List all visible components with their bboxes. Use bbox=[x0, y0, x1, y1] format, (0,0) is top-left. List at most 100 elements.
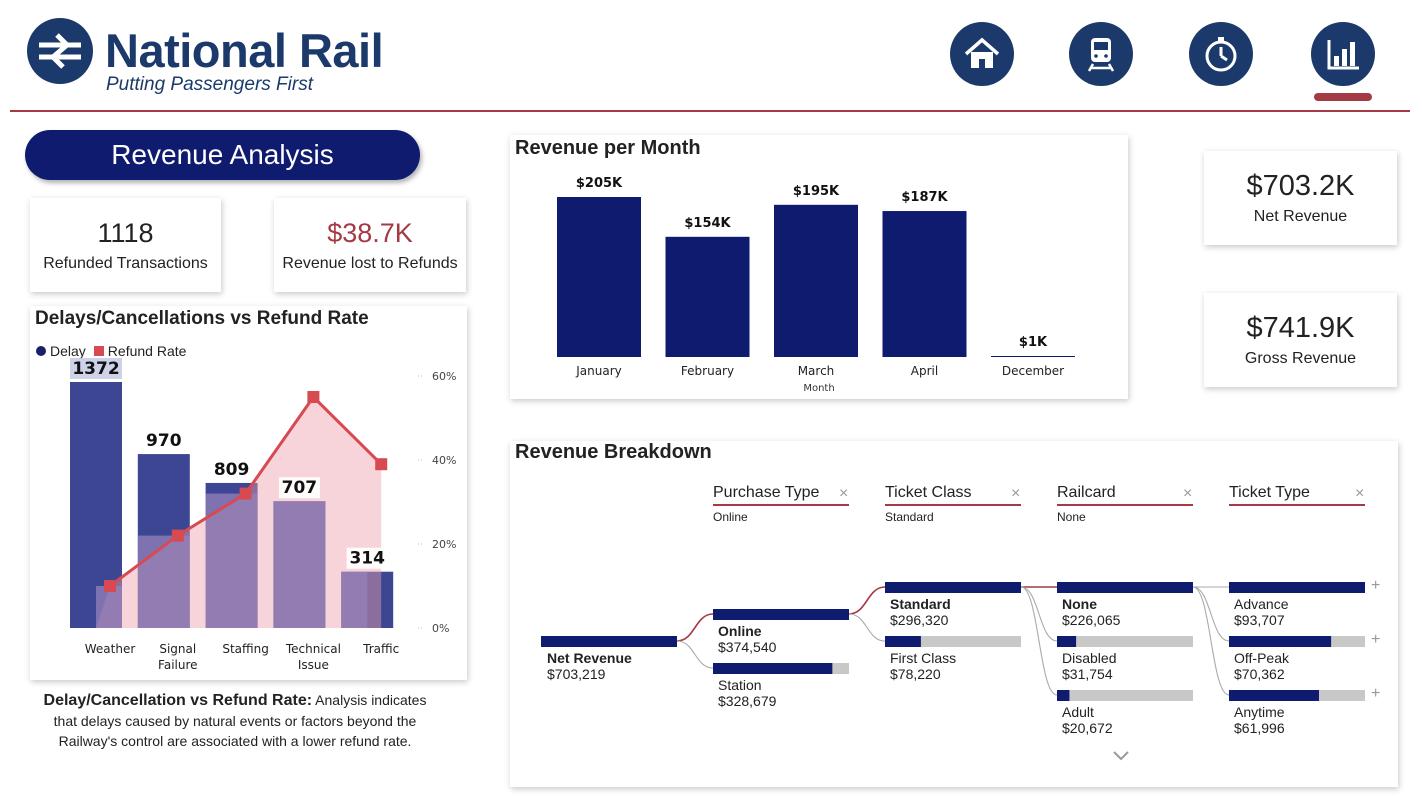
home-icon bbox=[964, 37, 1000, 68]
filter-header-label[interactable]: Ticket Class bbox=[885, 484, 972, 501]
month-bar[interactable] bbox=[882, 211, 967, 357]
refund-rate-marker[interactable] bbox=[307, 391, 320, 403]
refund-rate-marker[interactable] bbox=[171, 529, 184, 542]
expand-node-icon[interactable]: + bbox=[1371, 631, 1381, 648]
filter-header-label[interactable]: Railcard bbox=[1057, 484, 1116, 501]
analysis-note-body: Analysis indicates that delays caused by… bbox=[53, 692, 427, 749]
kpi-net-revenue: $703.2K Net Revenue bbox=[1204, 151, 1397, 245]
node-label: First Class bbox=[890, 650, 957, 666]
category-tick-label: Failure bbox=[158, 658, 197, 672]
refund-rate-marker[interactable] bbox=[239, 487, 252, 500]
filter-header-underline bbox=[885, 504, 1021, 506]
category-tick-label: Weather bbox=[85, 642, 136, 656]
node-bar[interactable] bbox=[1229, 690, 1319, 701]
kpi-value: $703.2K bbox=[1246, 170, 1355, 202]
close-icon[interactable]: × bbox=[1183, 485, 1193, 502]
legend-delay-swatch bbox=[36, 346, 46, 356]
filter-header-underline bbox=[1229, 504, 1365, 506]
tree-connector bbox=[1020, 586, 1058, 642]
decomposition-tree bbox=[541, 582, 1365, 701]
nav-train-button[interactable] bbox=[1069, 22, 1133, 86]
delay-bar-overlap bbox=[205, 493, 258, 628]
nav-stopwatch-button[interactable] bbox=[1189, 22, 1253, 86]
close-icon[interactable]: × bbox=[839, 485, 849, 502]
analysis-note-heading: Delay/Cancellation vs Refund Rate: bbox=[43, 692, 313, 709]
train-icon bbox=[1087, 38, 1115, 72]
chart-title: Revenue per Month bbox=[515, 137, 701, 159]
active-nav-indicator bbox=[1314, 93, 1372, 101]
node-label: Adult bbox=[1062, 704, 1094, 720]
node-bar[interactable] bbox=[1057, 636, 1077, 647]
node-label: Disabled bbox=[1062, 650, 1117, 666]
tree-connector bbox=[848, 586, 886, 615]
tree-connector bbox=[1192, 586, 1230, 696]
close-icon[interactable]: × bbox=[1011, 485, 1021, 502]
delays-chart-card: Delays/Cancellations vs Refund Rate Dela… bbox=[30, 306, 467, 680]
node-value: $20,672 bbox=[1062, 720, 1113, 736]
category-tick-label: Issue bbox=[298, 658, 329, 672]
month-bar[interactable] bbox=[774, 204, 858, 357]
tree-connector bbox=[676, 613, 714, 642]
node-bar[interactable] bbox=[713, 609, 849, 620]
expand-chevron-icon[interactable] bbox=[1112, 749, 1130, 767]
tree-connector bbox=[676, 640, 714, 669]
breakdown-title: Revenue Breakdown bbox=[515, 441, 712, 463]
kpi-gross-revenue: $741.9K Gross Revenue bbox=[1204, 293, 1397, 387]
node-bar[interactable] bbox=[885, 582, 1021, 593]
header-divider bbox=[10, 110, 1410, 112]
nav-revenue-button[interactable] bbox=[1311, 22, 1375, 86]
kpi-value: $38.7K bbox=[327, 218, 413, 248]
node-bar[interactable] bbox=[1057, 690, 1070, 701]
delay-value-label: 707 bbox=[282, 478, 318, 498]
delay-label-bg bbox=[346, 547, 388, 569]
expand-node-icon[interactable]: + bbox=[1371, 685, 1381, 702]
nav-home-button[interactable] bbox=[950, 22, 1014, 86]
month-tick-label: February bbox=[681, 364, 734, 378]
kpi-label: Refunded Transactions bbox=[43, 255, 208, 272]
node-value: $31,754 bbox=[1062, 666, 1113, 682]
node-label: Off-Peak bbox=[1234, 650, 1289, 666]
refund-rate-marker[interactable] bbox=[375, 458, 388, 471]
chart-title: Delays/Cancellations vs Refund Rate bbox=[35, 308, 369, 329]
node-value: $374,540 bbox=[718, 639, 777, 655]
month-value-label: $205K bbox=[576, 176, 623, 191]
month-value-label: $1K bbox=[1019, 335, 1048, 350]
month-tick-label: March bbox=[798, 364, 835, 378]
delay-bar-overlap bbox=[273, 501, 326, 628]
filter-header-underline bbox=[713, 504, 849, 506]
node-value: $226,065 bbox=[1062, 612, 1121, 628]
node-label: Anytime bbox=[1234, 704, 1285, 720]
node-bar[interactable] bbox=[1229, 636, 1332, 647]
delay-bar-overlap bbox=[137, 535, 190, 628]
filter-value: None bbox=[1057, 510, 1086, 524]
node-value: $78,220 bbox=[890, 666, 941, 682]
root-bar[interactable] bbox=[541, 636, 677, 647]
delay-label-bg bbox=[211, 458, 253, 480]
delay-label-bg bbox=[278, 477, 320, 499]
expand-node-icon[interactable]: + bbox=[1371, 577, 1381, 594]
brand-name: National Rail bbox=[105, 24, 384, 77]
category-tick-label: Traffic bbox=[362, 642, 399, 656]
month-bar[interactable] bbox=[991, 356, 1075, 357]
node-bar[interactable] bbox=[1229, 582, 1365, 593]
node-bar-track bbox=[885, 636, 1021, 647]
refund-rate-marker[interactable] bbox=[104, 580, 116, 592]
month-tick-label: January bbox=[575, 364, 622, 378]
y2-tick-label: 40% bbox=[432, 454, 456, 467]
filter-header-label[interactable]: Ticket Type bbox=[1229, 484, 1310, 501]
filter-header-label[interactable]: Purchase Type bbox=[713, 484, 820, 501]
node-value: $328,679 bbox=[718, 693, 777, 709]
close-icon[interactable]: × bbox=[1355, 485, 1365, 502]
node-label: Standard bbox=[890, 596, 951, 612]
node-bar[interactable] bbox=[713, 663, 833, 674]
y2-tick-label: 60% bbox=[432, 370, 456, 383]
node-label: Online bbox=[718, 623, 762, 639]
node-bar[interactable] bbox=[1057, 582, 1193, 593]
node-value: $93,707 bbox=[1234, 612, 1285, 628]
node-bar[interactable] bbox=[885, 636, 921, 647]
month-bar[interactable] bbox=[557, 197, 641, 357]
revenue-breakdown-card: Revenue Breakdown Purchase Type × Online Ti… bbox=[510, 441, 1398, 787]
month-bar[interactable] bbox=[665, 236, 750, 357]
category-tick-label: Technical bbox=[285, 642, 341, 656]
brand-tagline: Putting Passengers First bbox=[106, 74, 313, 95]
